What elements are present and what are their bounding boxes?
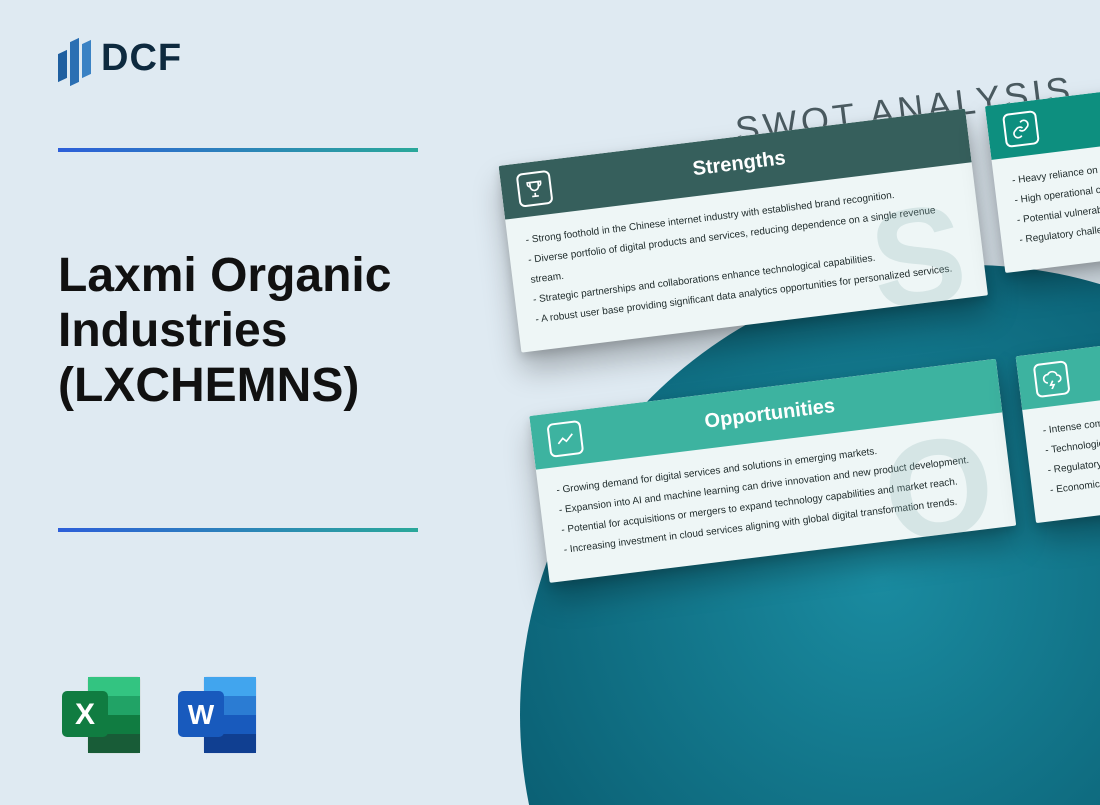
- word-letter: W: [188, 699, 215, 730]
- trophy-icon: [516, 170, 554, 208]
- separator-bottom: [58, 528, 418, 532]
- swot-cards: Strengths Strong foothold in the Chinese…: [499, 78, 1100, 722]
- page-title: Laxmi Organic Industries (LXCHEMNS): [58, 248, 518, 414]
- growth-icon: [546, 420, 584, 458]
- card-weaknesses: Heavy reliance on the domestic High oper…: [985, 75, 1100, 273]
- brand-name: DCF: [101, 37, 182, 80]
- link-icon: [1002, 110, 1040, 148]
- card-weaknesses-title: [1052, 103, 1100, 125]
- storm-icon: [1033, 360, 1071, 398]
- card-opportunities: Opportunities Growing demand for digital…: [529, 359, 1016, 583]
- separator-top: [58, 148, 418, 152]
- card-strengths: Strengths Strong foothold in the Chinese…: [499, 109, 988, 353]
- word-icon: W: [174, 671, 262, 759]
- excel-icon: X: [58, 671, 146, 759]
- excel-letter: X: [75, 698, 95, 731]
- card-threats-title: [1082, 353, 1100, 375]
- card-threats: Intense competition Technological disru …: [1016, 325, 1100, 523]
- logo-bars-icon: [58, 32, 91, 84]
- file-icons-row: X W: [58, 671, 262, 759]
- brand-logo: DCF: [58, 32, 182, 84]
- promo-canvas: DCF Laxmi Organic Industries (LXCHEMNS) …: [0, 0, 1100, 805]
